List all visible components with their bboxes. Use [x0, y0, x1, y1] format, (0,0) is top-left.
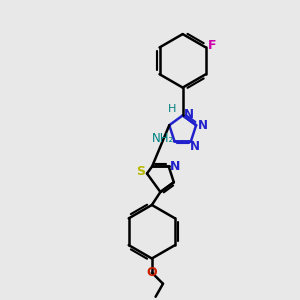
- Text: O: O: [146, 266, 157, 279]
- Text: N: N: [197, 119, 207, 132]
- Text: N: N: [184, 108, 194, 121]
- Text: NH₂: NH₂: [152, 131, 174, 145]
- Text: H: H: [168, 104, 176, 114]
- Text: F: F: [208, 39, 217, 52]
- Text: N: N: [170, 160, 180, 173]
- Text: S: S: [136, 165, 145, 178]
- Text: N: N: [190, 140, 200, 153]
